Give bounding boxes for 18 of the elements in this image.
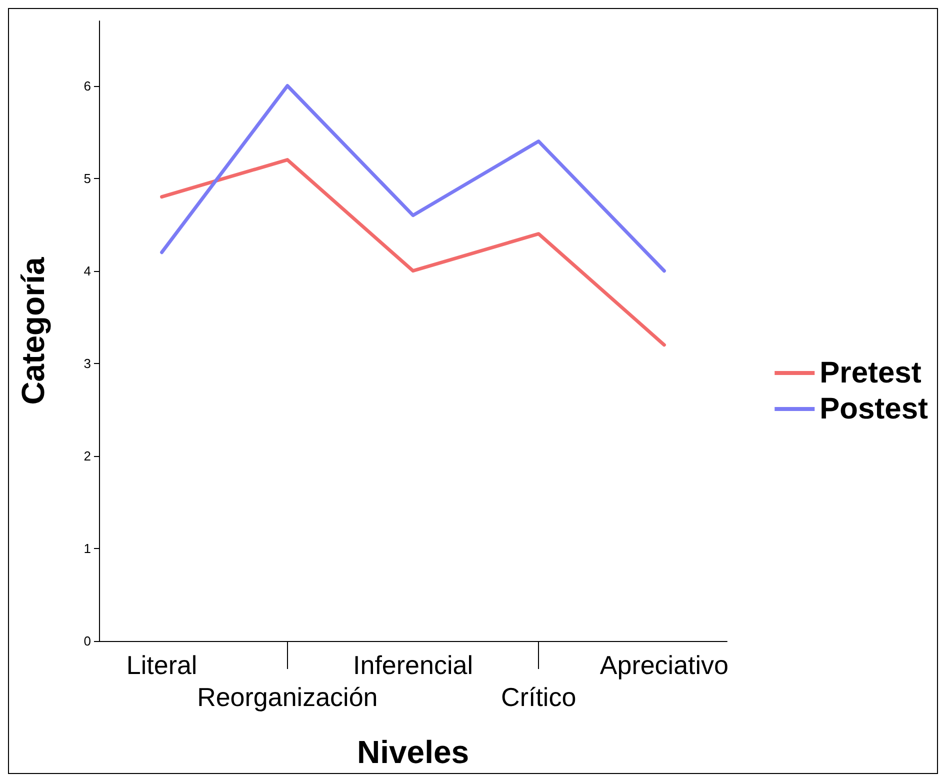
y-tick-label: 6: [84, 78, 91, 94]
x-tick-label: Apreciativo: [600, 650, 729, 680]
x-tick-label: Crítico: [501, 682, 576, 712]
x-tick-label: Inferencial: [353, 650, 473, 680]
x-axis-title: Niveles: [356, 734, 470, 770]
line-series: [160, 84, 666, 273]
y-tick-label: 2: [84, 448, 91, 464]
legend-label: Postest: [820, 392, 928, 426]
y-tick-label: 4: [84, 263, 91, 278]
legend-label: Pretest: [820, 356, 922, 390]
line-series: [160, 158, 666, 347]
y-tick-label: 1: [84, 540, 91, 556]
x-tick-label: Literal: [126, 650, 198, 680]
x-tick-label: Reorganización: [197, 682, 378, 712]
y-axis-title: Categoría: [15, 257, 51, 405]
y-tick-label: 0: [84, 634, 91, 648]
y-tick-label: 5: [84, 170, 91, 186]
y-tick-label: 3: [84, 356, 91, 371]
